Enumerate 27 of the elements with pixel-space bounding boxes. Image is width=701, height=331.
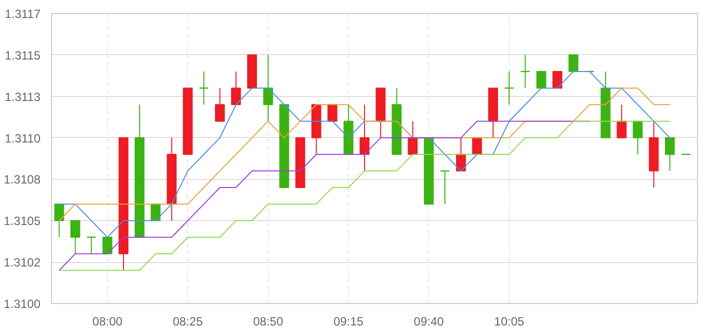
candlestick xyxy=(54,204,64,238)
candlestick xyxy=(231,71,241,106)
candlestick xyxy=(263,54,274,122)
x-tick-label: 09:40 xyxy=(414,314,444,328)
candlestick xyxy=(360,104,370,172)
candlestick xyxy=(632,120,643,155)
candlestick xyxy=(86,236,96,254)
x-tick-label: 08:25 xyxy=(172,314,204,328)
y-tick-label: 1.3113 xyxy=(4,90,41,104)
candlestick xyxy=(552,71,562,89)
candlestick xyxy=(568,54,578,72)
candlestick xyxy=(214,88,225,122)
y-tick-label: 1.3110 xyxy=(4,131,41,146)
candlestick xyxy=(70,220,80,254)
candlestick xyxy=(536,71,546,89)
x-tick-label: 08:50 xyxy=(253,314,284,328)
y-tick-label: 1.3100 xyxy=(4,297,41,311)
y-tick-label: 1.3115 xyxy=(4,48,41,62)
y-tick-label: 1.3102 xyxy=(4,256,41,270)
y-tick-label: 1.3105 xyxy=(4,214,41,228)
candlestick xyxy=(616,104,627,138)
x-tick-label: 10:05 xyxy=(494,314,524,328)
x-tick-label: 09:15 xyxy=(333,314,364,328)
x-tick-label: 08:00 xyxy=(92,314,123,328)
y-tick-label: 1.3108 xyxy=(4,172,41,187)
y-tick-label: 1.3117 xyxy=(4,7,41,21)
candlestick xyxy=(664,137,675,172)
